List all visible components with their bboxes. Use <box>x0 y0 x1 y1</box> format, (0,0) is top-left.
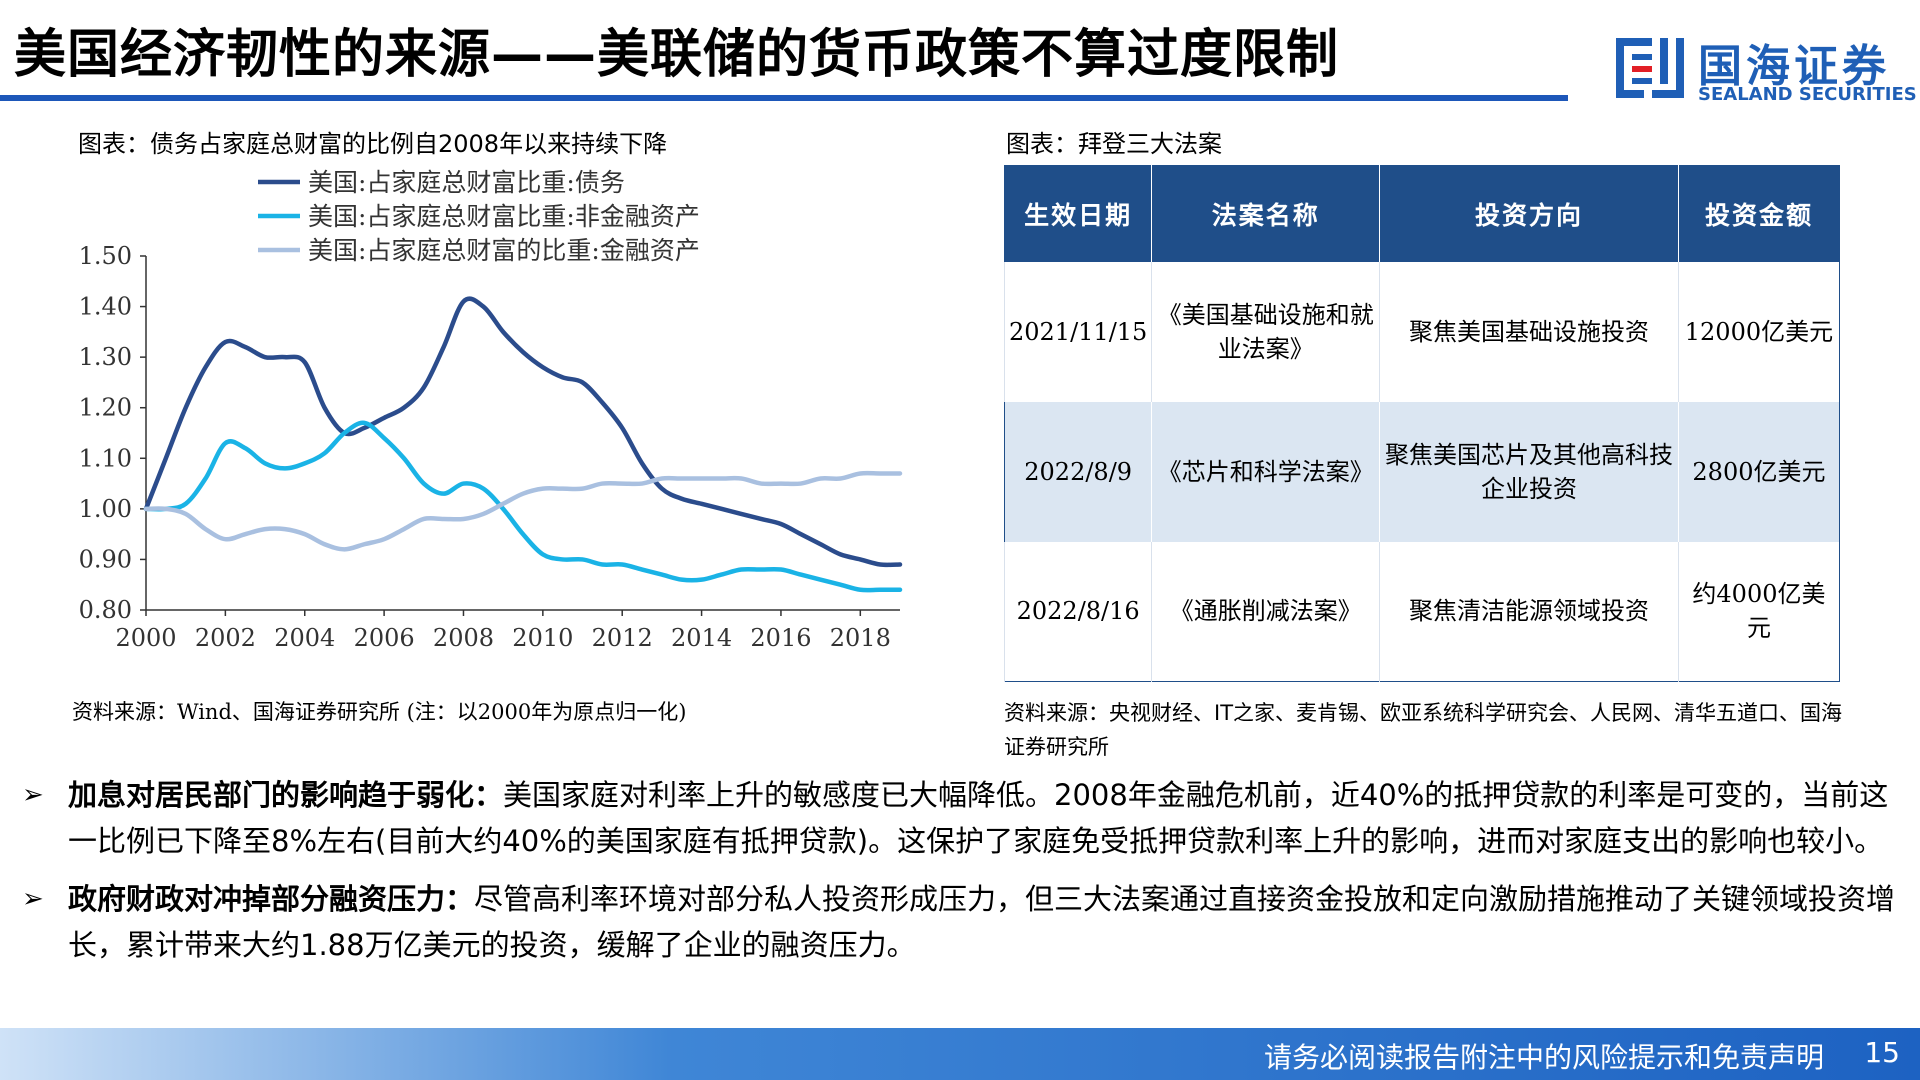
x-tick-label: 2004 <box>274 624 335 652</box>
cell-date: 2022/8/9 <box>1004 401 1152 542</box>
table-row: 2022/8/9 《芯片和科学法案》 聚焦美国芯片及其他高科技企业投资 2800… <box>1004 401 1840 542</box>
series-line-2 <box>143 420 903 593</box>
col-header-direction: 投资方向 <box>1379 165 1679 262</box>
col-header-name: 法案名称 <box>1151 165 1380 262</box>
cell-name: 《芯片和科学法案》 <box>1151 401 1380 542</box>
arrow-bullet-icon: ➢ <box>22 780 44 810</box>
title-divider <box>0 95 1568 101</box>
y-tick-label: 1.50 <box>79 242 132 270</box>
table-header-row: 生效日期 法案名称 投资方向 投资金额 <box>1004 165 1840 262</box>
cell-date: 2022/8/16 <box>1003 541 1152 682</box>
x-tick-label: 2010 <box>512 624 573 652</box>
cell-direction: 聚焦清洁能源领域投资 <box>1379 541 1679 682</box>
series-line-1 <box>143 296 903 568</box>
brand-logo: 国海证券 SEALAND SECURITIES <box>1612 30 1917 110</box>
bullet-heading: 加息对居民部门的影响趋于弱化： <box>68 778 504 812</box>
cell-direction: 聚焦美国基础设施投资 <box>1379 261 1679 402</box>
cell-date: 2021/11/15 <box>1003 261 1152 402</box>
y-tick-label: 1.40 <box>79 293 132 321</box>
bullet-list: ➢ 加息对居民部门的影响趋于弱化：美国家庭对利率上升的敏感度已大幅降低。2008… <box>22 772 1902 980</box>
x-tick-label: 2008 <box>433 624 494 652</box>
footer-bar: 请务必阅读报告附注中的风险提示和免责声明 15 <box>0 1028 1920 1080</box>
bullet-heading: 政府财政对冲掉部分融资压力： <box>68 882 475 916</box>
bullet-item: ➢ 加息对居民部门的影响趋于弱化：美国家庭对利率上升的敏感度已大幅降低。2008… <box>22 772 1902 864</box>
y-tick-label: 1.30 <box>79 343 132 371</box>
page-number: 15 <box>1864 1036 1900 1069</box>
col-header-date: 生效日期 <box>1004 165 1152 262</box>
chart-source: 资料来源：Wind、国海证券研究所 (注：以2000年为原点归一化) <box>72 700 687 724</box>
x-tick-label: 2018 <box>830 624 891 652</box>
x-tick-label: 2016 <box>750 624 811 652</box>
table-source: 资料来源：央视财经、IT之家、麦肯锡、欧亚系统科学研究会、人民网、清华五道口、国… <box>1004 701 1843 759</box>
cell-amount: 约4000亿美元 <box>1677 541 1840 682</box>
x-tick-label: 2012 <box>592 624 653 652</box>
sealand-logo-icon <box>1616 38 1684 98</box>
chart-caption: 图表：债务占家庭总财富的比例自2008年以来持续下降 <box>78 130 668 158</box>
x-tick-label: 2000 <box>115 624 176 652</box>
cell-direction: 聚焦美国芯片及其他高科技企业投资 <box>1379 401 1679 542</box>
cell-name: 《通胀削减法案》 <box>1151 541 1380 682</box>
bullet-item: ➢ 政府财政对冲掉部分融资压力：尽管高利率环境对部分私人投资形成压力，但三大法案… <box>22 876 1902 968</box>
cell-amount: 2800亿美元 <box>1677 401 1840 542</box>
x-tick-label: 2002 <box>195 624 256 652</box>
series-line-3 <box>143 470 903 552</box>
line-chart: 0.80 0.90 1.00 1.10 1.20 1.30 1.40 1.50 2000 2002… <box>79 168 903 652</box>
logo-text-en: SEALAND SECURITIES <box>1698 84 1917 105</box>
col-header-amount: 投资金额 <box>1677 165 1840 262</box>
arrow-bullet-icon: ➢ <box>22 884 44 914</box>
cell-amount: 12000亿美元 <box>1677 261 1840 402</box>
legend-label: 美国:占家庭总财富的比重:金融资产 <box>308 236 700 265</box>
table-row: 2022/8/16 《通胀削减法案》 聚焦清洁能源领域投资 约4000亿美元 <box>1003 541 1840 682</box>
y-tick-label: 0.80 <box>79 596 132 624</box>
cell-name: 《美国基础设施和就业法案》 <box>1151 261 1380 402</box>
x-tick-label: 2014 <box>671 624 732 652</box>
page-title: 美国经济韧性的来源——美联储的货币政策不算过度限制 <box>14 25 1340 85</box>
y-tick-label: 0.90 <box>79 545 132 573</box>
legend-label: 美国:占家庭总财富比重:非金融资产 <box>308 202 700 231</box>
table-row: 2021/11/15 《美国基础设施和就业法案》 聚焦美国基础设施投资 1200… <box>1003 261 1840 402</box>
bullet-text: 尽管高利率环境对部分私人投资形成压力，但三大法案通过直接资金投放和定向激励措施推… <box>68 882 1896 962</box>
x-tick-label: 2006 <box>354 624 415 652</box>
y-tick-label: 1.20 <box>79 394 132 422</box>
logo-text-cn: 国海证券 <box>1698 41 1890 92</box>
legend-label: 美国:占家庭总财富比重:债务 <box>308 168 625 197</box>
y-tick-label: 1.00 <box>79 495 132 523</box>
bullet-text: 美国家庭对利率上升的敏感度已大幅降低。2008年金融危机前，近40%的抵押贷款的… <box>68 778 1889 858</box>
y-tick-label: 1.10 <box>79 444 132 472</box>
table-caption: 图表：拜登三大法案 <box>1006 130 1222 158</box>
footer-disclaimer: 请务必阅读报告附注中的风险提示和免责声明 <box>1263 1041 1824 1074</box>
acts-table: 生效日期 法案名称 投资方向 投资金额 2021/11/15 《美国基础设施和就… <box>1003 165 1840 682</box>
